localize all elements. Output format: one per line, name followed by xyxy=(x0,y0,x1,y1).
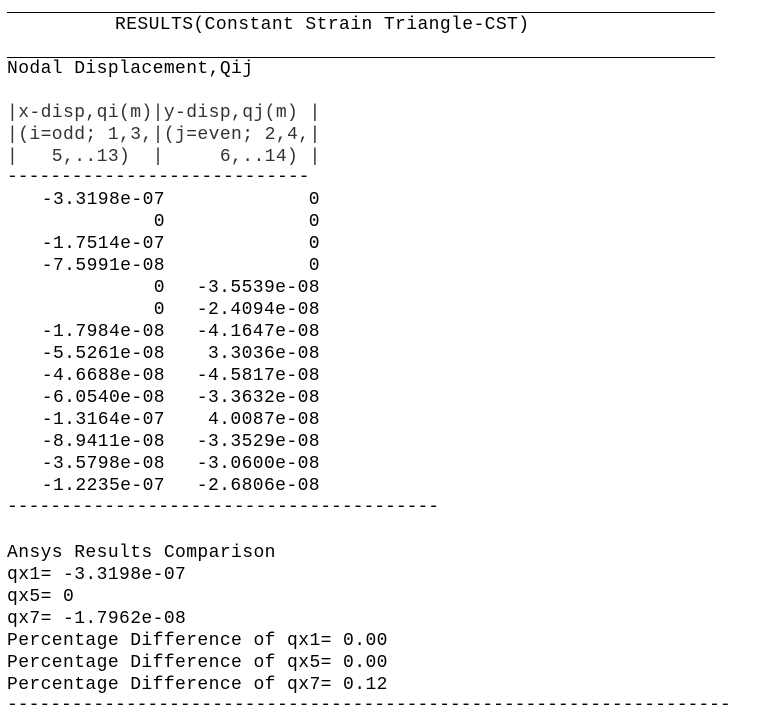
x-displacement-cell: -1.7984e-08 xyxy=(41,322,165,342)
x-displacement-cell: -3.5798e-08 xyxy=(41,454,165,474)
y-displacement-cell: 0 xyxy=(308,256,320,276)
comparison-line: qx7= -1.7962e-08 xyxy=(7,609,187,629)
y-displacement-cell: -4.5817e-08 xyxy=(196,366,320,386)
top-rule xyxy=(7,12,715,13)
table-header-separator: ---------------------------- xyxy=(7,167,310,187)
y-displacement-cell: 0 xyxy=(308,190,320,210)
table-header-line-2: |(i=odd; 1,3,|(j=even; 2,4,| xyxy=(7,125,321,145)
end-separator: ----------------------------------------… xyxy=(7,695,731,715)
x-displacement-cell: 0 xyxy=(153,300,165,320)
x-displacement-cell: 0 xyxy=(153,278,165,298)
results-title: RESULTS(Constant Strain Triangle-CST) xyxy=(115,15,530,35)
x-displacement-cell: -8.9411e-08 xyxy=(41,432,165,452)
x-displacement-cell: -1.7514e-07 xyxy=(41,234,165,254)
x-displacement-cell: -1.2235e-07 xyxy=(41,476,165,496)
y-displacement-cell: 4.0087e-08 xyxy=(207,410,320,430)
comparison-line: Percentage Difference of qx1= 0.00 xyxy=(7,631,388,651)
y-displacement-cell: -3.3632e-08 xyxy=(196,388,320,408)
title-rule xyxy=(7,57,715,58)
y-displacement-cell: 0 xyxy=(308,212,320,232)
x-displacement-cell: -3.3198e-07 xyxy=(41,190,165,210)
y-displacement-cell: -2.4094e-08 xyxy=(196,300,320,320)
comparison-line: Percentage Difference of qx5= 0.00 xyxy=(7,653,388,673)
x-displacement-cell: -6.0540e-08 xyxy=(41,388,165,408)
section-heading: Nodal Displacement,Qij xyxy=(7,59,254,79)
y-displacement-cell: -4.1647e-08 xyxy=(196,322,320,342)
comparison-line: qx1= -3.3198e-07 xyxy=(7,565,187,585)
table-header-line-3: | 5,..13) | 6,..14) | xyxy=(7,147,321,167)
table-header-line-1: |x-disp,qi(m)|y-disp,qj(m) | xyxy=(7,103,321,123)
comparison-line: Percentage Difference of qx7= 0.12 xyxy=(7,675,388,695)
y-displacement-cell: 0 xyxy=(308,234,320,254)
comparison-line: qx5= 0 xyxy=(7,587,75,607)
x-displacement-cell: -4.6688e-08 xyxy=(41,366,165,386)
table-footer-separator: ---------------------------------------- xyxy=(7,497,440,517)
y-displacement-cell: -3.5539e-08 xyxy=(196,278,320,298)
x-displacement-cell: 0 xyxy=(153,212,165,232)
x-displacement-cell: -5.5261e-08 xyxy=(41,344,165,364)
x-displacement-cell: -7.5991e-08 xyxy=(41,256,165,276)
y-displacement-cell: -3.0600e-08 xyxy=(196,454,320,474)
comparison-heading: Ansys Results Comparison xyxy=(7,543,276,563)
x-displacement-cell: -1.3164e-07 xyxy=(41,410,165,430)
y-displacement-cell: 3.3036e-08 xyxy=(207,344,320,364)
y-displacement-cell: -2.6806e-08 xyxy=(196,476,320,496)
y-displacement-cell: -3.3529e-08 xyxy=(196,432,320,452)
